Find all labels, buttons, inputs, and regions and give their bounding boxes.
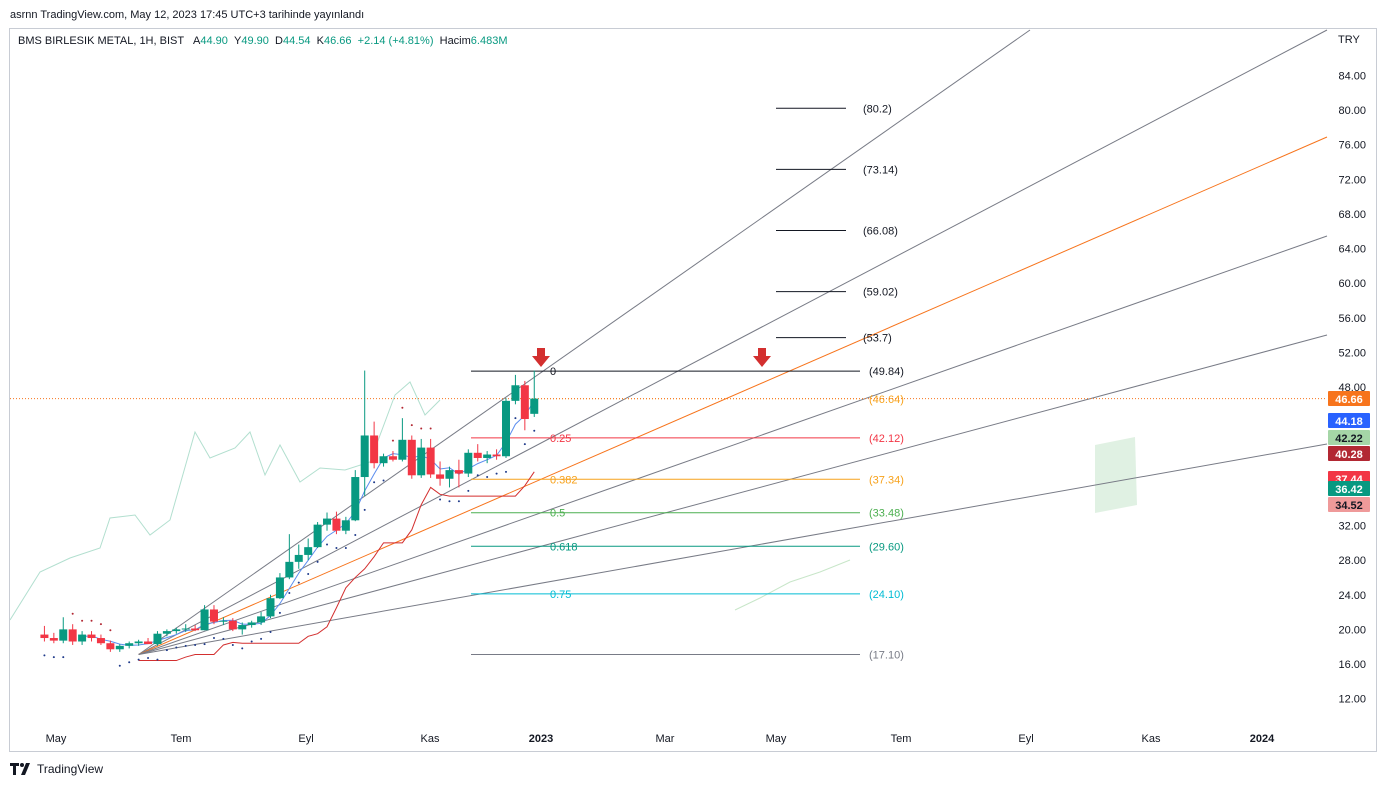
symbol-name: BMS BIRLESIK METAL, 1H, BIST (18, 35, 184, 47)
volume-label: Hacim (439, 35, 471, 47)
tradingview-logo-icon (10, 763, 30, 775)
footer-brand-name: TradingView (37, 762, 104, 776)
close-value: 46.66 (324, 35, 352, 47)
volume-value: 6.483M (470, 35, 508, 47)
high-value: 49.90 (241, 35, 269, 47)
currency-label[interactable]: TRY (1338, 34, 1360, 46)
close-label: K (316, 35, 324, 47)
low-value: 44.54 (283, 35, 311, 47)
low-label: D (275, 35, 283, 47)
chart-frame[interactable] (9, 28, 1377, 752)
open-value: 44.90 (200, 35, 228, 47)
published-line: asrnn TradingView.com, May 12, 2023 17:4… (10, 9, 365, 21)
change-value: +2.14 (+4.81%) (357, 35, 434, 47)
symbol-legend: BMS BIRLESIK METAL, 1H, BIST A44.90 Y49.… (18, 35, 508, 47)
footer-brand[interactable]: TradingView (10, 762, 103, 776)
